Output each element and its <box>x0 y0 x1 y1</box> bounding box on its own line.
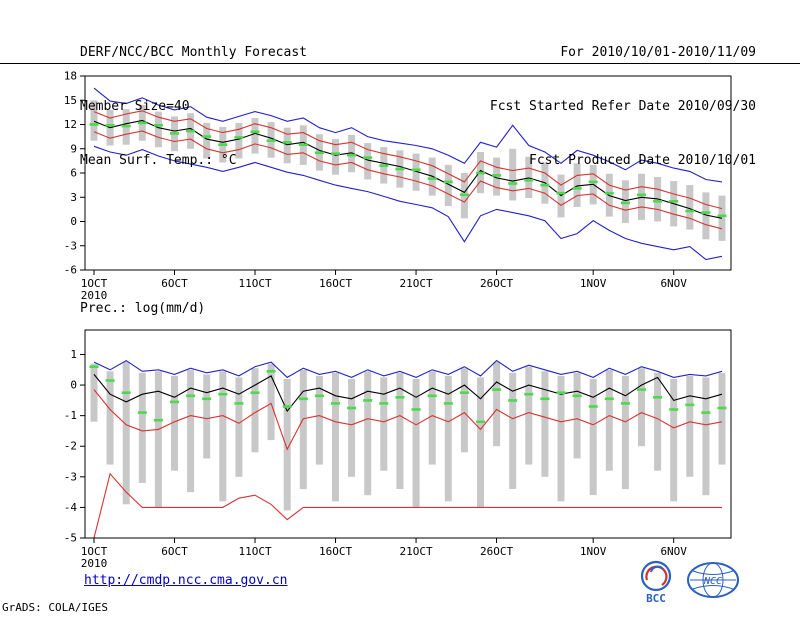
svg-text:-3: -3 <box>64 239 77 252</box>
svg-text:16OCT: 16OCT <box>319 545 352 558</box>
svg-text:0: 0 <box>70 379 77 392</box>
forecast-range-label: For 2010/10/01-2010/11/09 <box>560 45 756 60</box>
svg-text:2010: 2010 <box>81 557 108 570</box>
svg-text:1OCT: 1OCT <box>81 545 108 558</box>
svg-text:3: 3 <box>70 191 77 204</box>
svg-text:6OCT: 6OCT <box>161 545 188 558</box>
svg-text:1NOV: 1NOV <box>580 545 607 558</box>
header-right: For 2010/10/01-2010/11/09 Fcst Started R… <box>490 8 756 206</box>
svg-text:21OCT: 21OCT <box>399 277 432 290</box>
svg-text:-5: -5 <box>64 532 77 545</box>
temp-ensemble-min-line <box>93 145 723 261</box>
svg-text:1: 1 <box>70 348 77 361</box>
svg-text:-4: -4 <box>64 501 78 514</box>
precip-ensemble-median-marks <box>89 365 727 424</box>
temp-ensemble-max-line <box>93 87 723 183</box>
svg-text:2010: 2010 <box>81 289 108 302</box>
temp-ensemble-median-marks <box>89 121 727 218</box>
ncc-logo-label: NCC <box>703 576 722 587</box>
temp-upper-std-line <box>93 110 723 210</box>
svg-text:6OCT: 6OCT <box>161 277 188 290</box>
precip-frame <box>84 329 732 539</box>
header-left: DERF/NCC/BCC Monthly Forecast Member Siz… <box>80 8 307 206</box>
svg-text:26OCT: 26OCT <box>480 545 513 558</box>
svg-text:1NOV: 1NOV <box>580 277 607 290</box>
bcc-logo-icon <box>640 560 672 592</box>
fcst-refer-date-label: Fcst Started Refer Date 2010/09/30 <box>489 99 756 114</box>
svg-text:6: 6 <box>70 167 77 180</box>
ncc-logo-icon: NCC <box>687 562 739 598</box>
svg-text:-2: -2 <box>64 440 77 453</box>
temp-panel-title: Mean Surf. Temp.: °C <box>80 153 237 168</box>
precip-ensemble-max-line <box>93 359 723 379</box>
footer-logos: BCC NCC <box>636 560 740 604</box>
bcc-logo-label: BCC <box>646 592 666 605</box>
precip-panel-title: Prec.: log(mm/d) <box>80 301 206 316</box>
svg-text:1OCT: 1OCT <box>81 277 108 290</box>
cmdp-link[interactable]: http://cmdp.ncc.cma.gov.cn <box>84 573 288 588</box>
temp-lower-std-line <box>93 130 723 230</box>
fcst-produced-date-label: Fcst Produced Date 2010/10/01 <box>529 153 756 168</box>
svg-text:16OCT: 16OCT <box>319 277 352 290</box>
page-title: DERF/NCC/BCC Monthly Forecast <box>80 45 307 60</box>
bcc-logo: BCC <box>636 560 676 604</box>
svg-text:21OCT: 21OCT <box>399 545 432 558</box>
temp-ensemble-mean-line <box>93 119 723 219</box>
svg-text:-3: -3 <box>64 470 77 483</box>
header-divider <box>0 63 800 64</box>
precip-ensemble-mean-line <box>93 374 723 413</box>
precip-spread-bars <box>90 362 726 511</box>
svg-text:6NOV: 6NOV <box>660 545 687 558</box>
svg-text:11OCT: 11OCT <box>238 277 271 290</box>
svg-text:26OCT: 26OCT <box>480 277 513 290</box>
precip-lower-std-line <box>93 389 723 451</box>
svg-text:6NOV: 6NOV <box>660 277 687 290</box>
svg-text:15: 15 <box>64 94 77 107</box>
svg-text:9: 9 <box>70 142 77 155</box>
grads-credit: GrADS: COLA/IGES <box>2 601 108 614</box>
member-size-label: Member Size=40 <box>80 99 190 114</box>
svg-text:12: 12 <box>64 118 77 131</box>
svg-text:-1: -1 <box>64 409 77 422</box>
svg-text:18: 18 <box>64 70 77 83</box>
svg-text:0: 0 <box>70 215 77 228</box>
precip-ensemble-min-line <box>93 472 722 539</box>
ncc-logo: NCC <box>686 560 740 600</box>
svg-text:11OCT: 11OCT <box>238 545 271 558</box>
svg-text:-6: -6 <box>64 264 77 277</box>
